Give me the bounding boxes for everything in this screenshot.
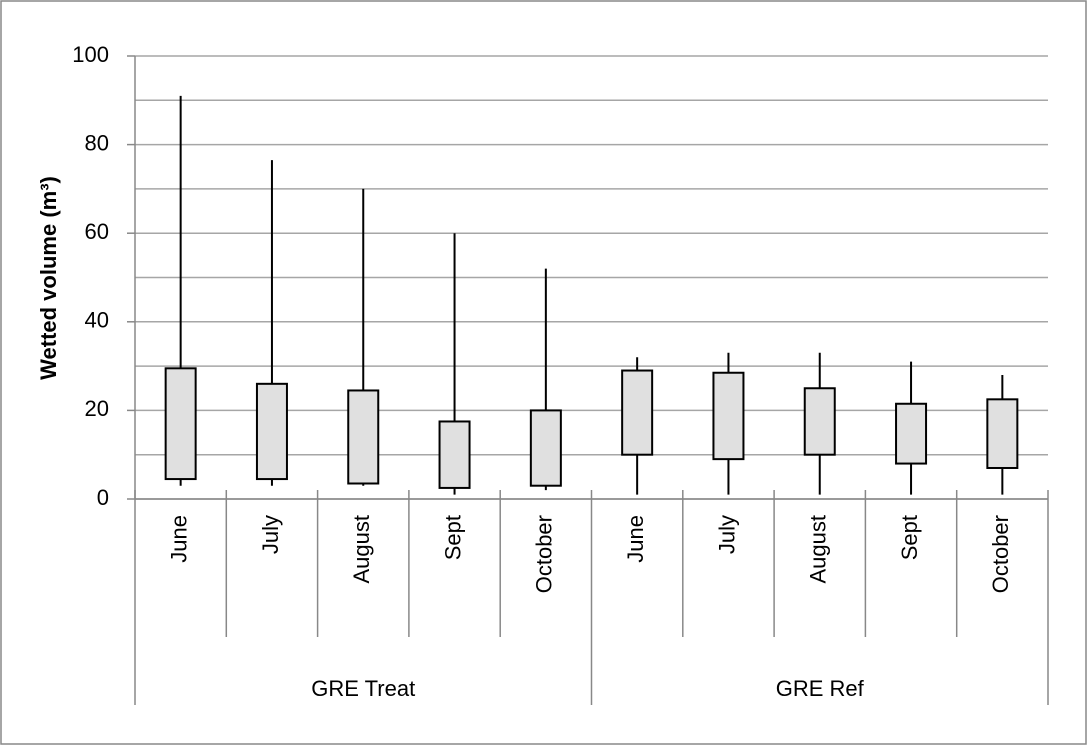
y-axis-title: Wetted volume (m³) bbox=[36, 176, 61, 380]
box bbox=[895, 402, 928, 465]
box bbox=[347, 389, 380, 485]
x-tick-label: August bbox=[806, 515, 831, 584]
box bbox=[255, 382, 288, 481]
x-tick-label: Sept bbox=[440, 515, 465, 560]
y-tick-label: 80 bbox=[85, 130, 109, 155]
x-tick-label: July bbox=[714, 515, 739, 554]
y-tick-label: 100 bbox=[72, 42, 109, 67]
x-tick-label: October bbox=[988, 515, 1013, 593]
box bbox=[712, 371, 745, 461]
y-tick-label: 20 bbox=[85, 396, 109, 421]
box bbox=[164, 367, 197, 481]
box bbox=[803, 387, 836, 456]
x-tick-label: Sept bbox=[897, 515, 922, 560]
y-tick-label: 40 bbox=[85, 308, 109, 333]
y-tick-label: 0 bbox=[97, 485, 109, 510]
group-label: GRE Ref bbox=[776, 676, 865, 701]
x-tick-label: October bbox=[532, 515, 557, 593]
box bbox=[438, 420, 471, 489]
box bbox=[621, 369, 654, 456]
x-tick-label: July bbox=[258, 515, 283, 554]
box bbox=[529, 409, 562, 487]
y-tick-label: 60 bbox=[85, 219, 109, 244]
group-label: GRE Treat bbox=[311, 676, 415, 701]
x-tick-label: June bbox=[166, 515, 191, 563]
x-tick-label: August bbox=[349, 515, 374, 584]
x-tick-label: June bbox=[623, 515, 648, 563]
box bbox=[986, 398, 1019, 469]
